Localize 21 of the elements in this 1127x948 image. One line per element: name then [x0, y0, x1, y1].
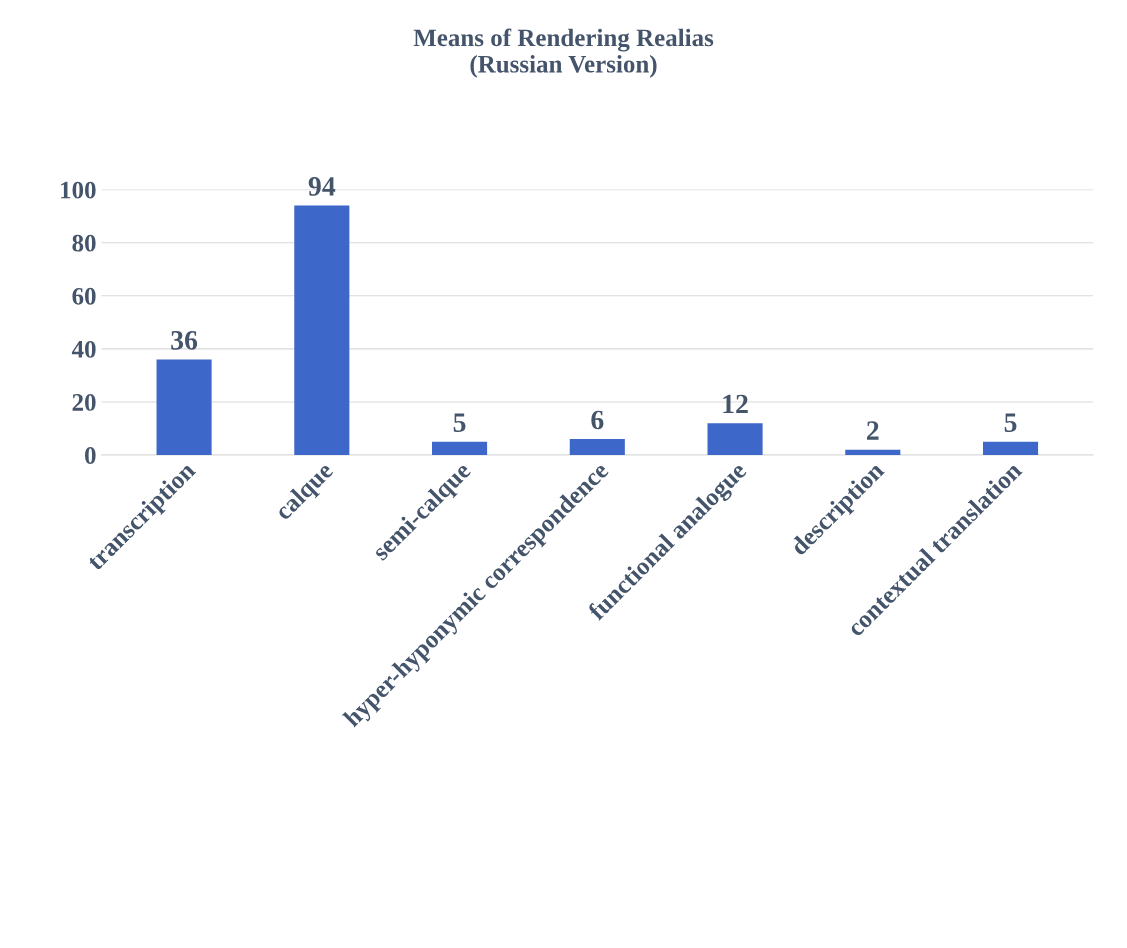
bar: [982, 441, 1039, 456]
y-tick-label: 60: [72, 287, 96, 305]
data-label: 36: [171, 331, 198, 350]
y-tick-label: 20: [72, 394, 96, 411]
y-tick-label: 100: [61, 181, 96, 199]
bar: [569, 439, 625, 456]
bar: [432, 441, 488, 456]
bar: [707, 423, 763, 456]
data-label: 5: [453, 413, 466, 432]
data-label: 94: [308, 177, 336, 196]
bar: [845, 449, 901, 456]
y-tick-label: 0: [85, 447, 96, 464]
chart-title: Means of Rendering Realias (Russian Version): [413, 28, 714, 78]
bar: [156, 359, 212, 456]
y-tick-label: 80: [72, 234, 96, 252]
data-label: 2: [867, 421, 879, 440]
data-label: 12: [723, 394, 748, 414]
data-label: 5: [1004, 413, 1017, 432]
bar: [294, 205, 350, 456]
data-label: 6: [591, 410, 604, 430]
y-tick-label: 40: [71, 340, 96, 358]
